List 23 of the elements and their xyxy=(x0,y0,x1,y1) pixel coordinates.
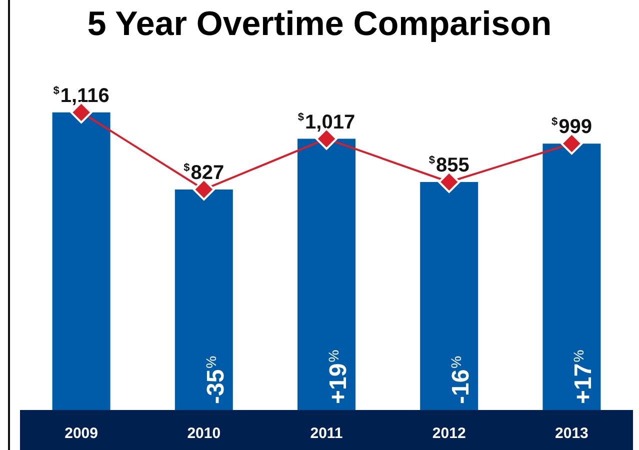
bar xyxy=(542,144,601,410)
data-label: $827 xyxy=(184,162,224,184)
annotation: -35% xyxy=(202,356,230,404)
point xyxy=(192,178,215,200)
point xyxy=(560,132,583,155)
data-label: $855 xyxy=(428,154,470,176)
chart-title: 5 Year Overtime Comparison xyxy=(87,5,552,43)
bar xyxy=(298,138,356,410)
bar xyxy=(174,189,233,410)
data-label: $999 xyxy=(551,116,592,138)
x-tick-label: 2010 xyxy=(187,425,221,442)
annotation: +17% xyxy=(570,350,598,404)
x-tick-label: 2011 xyxy=(310,425,343,442)
annotation: -16% xyxy=(448,356,475,404)
data-label: $1,116 xyxy=(53,84,110,107)
bar xyxy=(52,112,110,410)
bar xyxy=(420,182,478,410)
x-tick-label: 2012 xyxy=(432,425,466,442)
x-tick-label: 2009 xyxy=(64,425,98,442)
point xyxy=(438,171,460,193)
data-label: $1,017 xyxy=(298,111,356,134)
x-tick-label: 2013 xyxy=(555,425,588,442)
annotation: +19% xyxy=(325,350,352,404)
